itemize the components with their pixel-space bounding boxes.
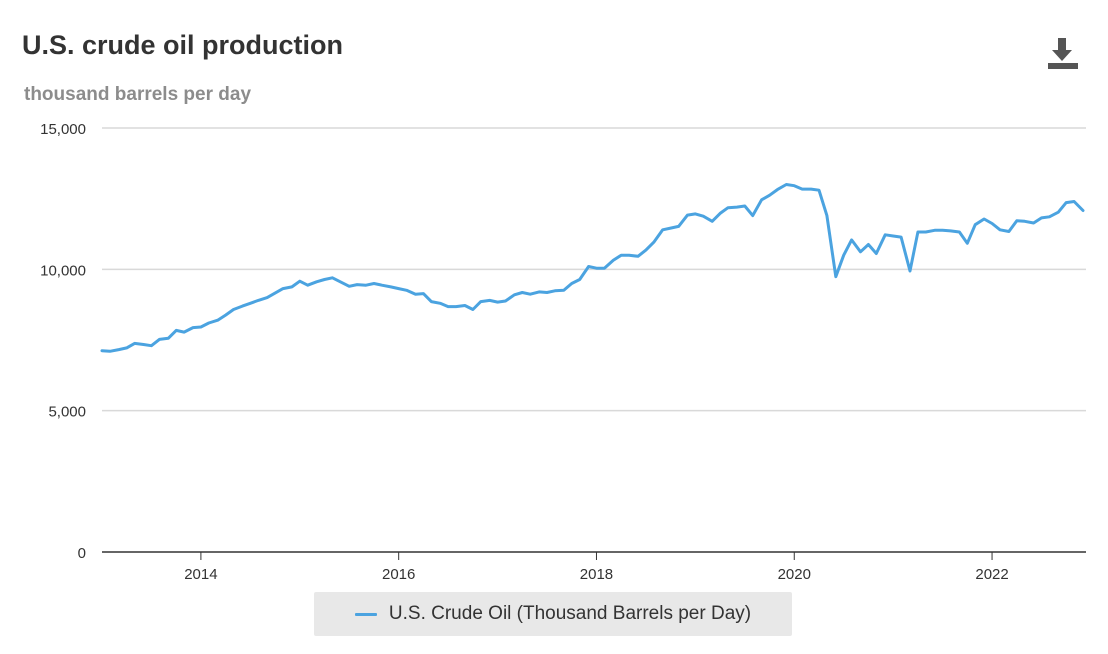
- x-tick-label: 2014: [184, 566, 217, 583]
- series-line[interactable]: [100, 183, 1085, 353]
- line-chart: 0 5,000 10,000 15,000 2014 2016 2018 2020 2022: [40, 121, 1086, 583]
- x-tick-label: 2022: [975, 566, 1008, 583]
- y-tick-label: 0: [78, 545, 86, 562]
- y-tick-label: 10,000: [40, 262, 86, 279]
- legend-label: U.S. Crude Oil (Thousand Barrels per Day…: [388, 603, 752, 624]
- download-icon-graphic: [1048, 38, 1078, 69]
- chart-subtitle: thousand barrels per day: [24, 84, 252, 105]
- legend-item[interactable]: U.S. Crude Oil (Thousand Barrels per Day…: [314, 592, 792, 636]
- x-axis: 2014 2016 2018 2020 2022: [102, 551, 1086, 583]
- y-axis-ticks: 0 5,000 10,000 15,000: [40, 121, 86, 562]
- y-tick-label: 5,000: [48, 404, 86, 421]
- grid-lines: [102, 127, 1086, 412]
- legend-swatch: [354, 612, 377, 616]
- series-layer: [100, 183, 1085, 353]
- download-icon[interactable]: [1044, 36, 1084, 72]
- x-tick-label: 2018: [580, 566, 613, 583]
- chart-title: U.S. crude oil production: [22, 30, 344, 60]
- x-tick-label: 2020: [778, 566, 811, 583]
- x-tick-label: 2016: [382, 566, 415, 583]
- y-tick-label: 15,000: [40, 121, 86, 138]
